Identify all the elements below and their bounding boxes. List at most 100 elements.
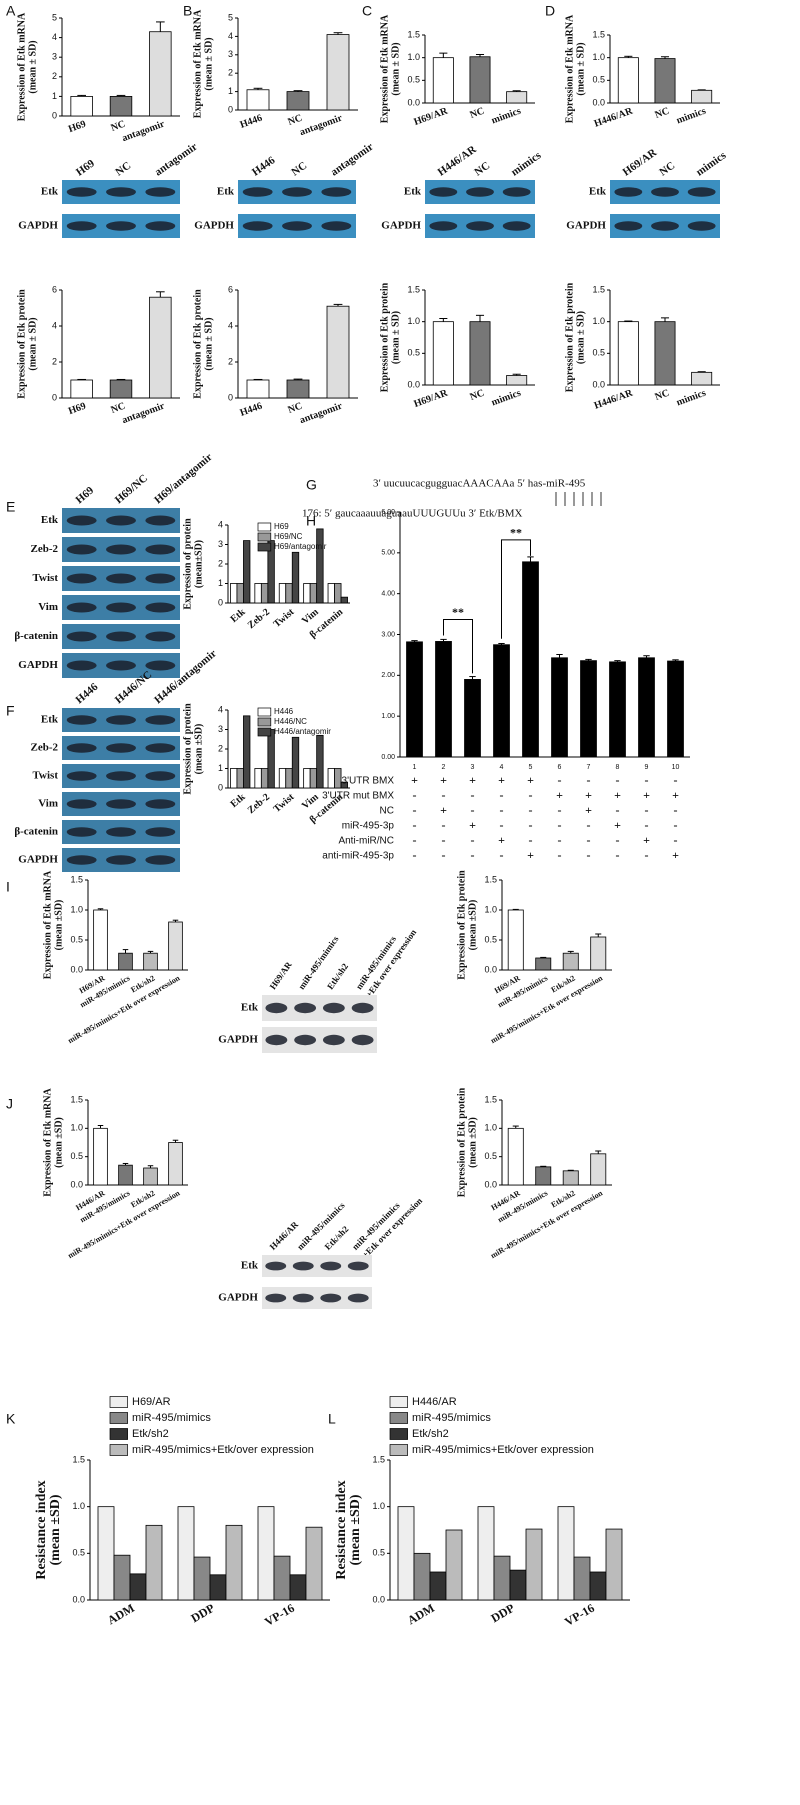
condition-mark: + bbox=[440, 803, 447, 817]
bar bbox=[535, 957, 552, 971]
bar bbox=[243, 540, 251, 604]
y-tick-label: 0 bbox=[52, 110, 57, 120]
bar bbox=[334, 768, 342, 789]
significance: ** bbox=[452, 605, 464, 619]
condition-mark: - bbox=[645, 803, 649, 817]
blot-band bbox=[614, 187, 643, 197]
x-tick-label: DDP bbox=[189, 1601, 217, 1625]
row-label: GAPDH bbox=[18, 659, 58, 671]
x-tick-label: H69 bbox=[67, 119, 87, 135]
y-tick-label: 1.5 bbox=[72, 1454, 85, 1464]
legend-swatch bbox=[109, 1412, 128, 1424]
condition-mark: - bbox=[645, 848, 649, 862]
x-tick-label: antagomir bbox=[121, 118, 167, 144]
bar bbox=[260, 583, 269, 604]
y-axis-label: (mean ± SD) bbox=[575, 42, 586, 95]
condition-mark: + bbox=[585, 803, 592, 817]
panel-letter: F bbox=[6, 703, 15, 719]
y-tick-label: 1.5 bbox=[592, 284, 605, 294]
blot-band bbox=[321, 187, 352, 197]
blot-background bbox=[262, 1287, 372, 1309]
y-tick-label: 6.00 bbox=[381, 509, 395, 516]
condition-mark: + bbox=[556, 788, 563, 802]
panel-letter: D bbox=[545, 3, 555, 19]
bar bbox=[254, 583, 262, 604]
blot-band bbox=[106, 544, 136, 555]
row-label: Twist bbox=[33, 770, 59, 782]
panel-letter: L bbox=[328, 1411, 336, 1427]
lane-label: H446 bbox=[74, 681, 101, 707]
bar bbox=[493, 644, 510, 758]
bar bbox=[445, 1529, 463, 1601]
blot-band bbox=[106, 573, 136, 584]
y-tick-label: 0.5 bbox=[484, 1151, 497, 1161]
lane-label: H69/NC bbox=[113, 472, 150, 506]
x-tick-label: ADM bbox=[405, 1601, 437, 1627]
condition-mark: - bbox=[645, 773, 649, 787]
lane-label: antagomir bbox=[329, 141, 376, 179]
condition-mark: - bbox=[500, 788, 504, 802]
y-axis-label: (mean ±SD) bbox=[348, 1494, 363, 1565]
legend-swatch bbox=[389, 1396, 408, 1408]
bar bbox=[316, 528, 324, 604]
x-tick-label: NC bbox=[286, 401, 303, 416]
x-tick-label: 3 bbox=[471, 764, 475, 771]
condition-mark: - bbox=[587, 773, 591, 787]
legend-swatch bbox=[389, 1428, 408, 1440]
x-tick-label: NC bbox=[468, 388, 485, 403]
y-tick-label: 0.0 bbox=[372, 1594, 385, 1604]
y-tick-label: 4 bbox=[228, 31, 233, 41]
bar bbox=[243, 715, 251, 789]
bar bbox=[278, 583, 287, 604]
blot-band bbox=[66, 515, 97, 526]
blot-band bbox=[106, 602, 136, 613]
row-label: GAPDH bbox=[18, 854, 58, 866]
y-tick-label: 0.00 bbox=[381, 754, 395, 761]
row-label: β-catenin bbox=[14, 630, 58, 642]
bar bbox=[506, 91, 528, 104]
row-label: GAPDH bbox=[194, 220, 234, 232]
sequence-line: 176: 5′ gaucaaauuaguaauUUUGUUu 3′ Etk/BM… bbox=[302, 508, 523, 520]
x-tick-label: mimics bbox=[675, 388, 708, 409]
bar bbox=[609, 661, 626, 758]
blot-band bbox=[466, 187, 494, 197]
y-tick-label: 5.00 bbox=[381, 550, 395, 557]
y-axis-label: Expression of Etk protein bbox=[456, 870, 467, 980]
condition-mark: - bbox=[529, 803, 533, 817]
legend-label: H69/antagomir bbox=[274, 542, 327, 551]
condition-mark: - bbox=[442, 848, 446, 862]
bar bbox=[506, 375, 528, 386]
bar bbox=[291, 736, 300, 789]
y-tick-label: 1.5 bbox=[70, 874, 83, 884]
y-tick-label: 1.0 bbox=[372, 1501, 385, 1511]
blot-band bbox=[242, 187, 273, 197]
row-label: β-catenin bbox=[14, 826, 58, 838]
bar bbox=[469, 56, 491, 104]
blot-band bbox=[429, 221, 458, 231]
y-tick-label: 1.0 bbox=[70, 904, 83, 914]
bar bbox=[291, 551, 300, 604]
blot-band bbox=[614, 221, 643, 231]
y-tick-label: 2 bbox=[52, 356, 57, 366]
lane-label: mimics bbox=[694, 149, 729, 179]
legend-label: H446/AR bbox=[412, 1396, 457, 1408]
blot-band bbox=[66, 544, 97, 555]
y-axis-label: (mean ±SD) bbox=[467, 900, 478, 951]
condition-mark: + bbox=[614, 818, 621, 832]
x-tick-label: Zeb-2 bbox=[246, 792, 272, 816]
y-axis-label: (mean ±SD) bbox=[53, 1117, 64, 1168]
bar bbox=[109, 96, 133, 117]
condition-mark: + bbox=[643, 788, 650, 802]
x-tick-label: 6 bbox=[558, 764, 562, 771]
panel-letter: E bbox=[6, 499, 15, 515]
bar bbox=[477, 1506, 495, 1601]
y-tick-label: 1.5 bbox=[70, 1094, 83, 1104]
condition-mark: - bbox=[558, 833, 562, 847]
blot-band bbox=[66, 827, 97, 837]
blot-band bbox=[66, 187, 97, 197]
row-label: Etk bbox=[241, 1260, 259, 1272]
condition-mark: - bbox=[471, 833, 475, 847]
bar bbox=[260, 768, 269, 789]
condition-mark: - bbox=[500, 848, 504, 862]
y-tick-label: 1.0 bbox=[592, 52, 605, 62]
